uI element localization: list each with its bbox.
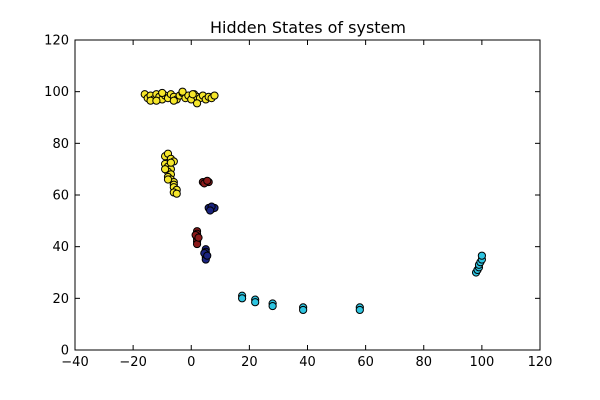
chart-title: Hidden States of system (210, 18, 406, 37)
data-point (238, 294, 247, 303)
data-point (477, 251, 486, 260)
y-tick-label: 60 (52, 189, 69, 204)
x-tick-label: −20 (119, 355, 146, 370)
y-tick-label: 80 (52, 137, 69, 152)
x-tick-label: 0 (187, 355, 195, 370)
data-point (158, 88, 167, 98)
y-tick-label: 40 (52, 240, 69, 255)
data-point (166, 158, 176, 167)
data-point (251, 298, 260, 307)
x-tick-label: 20 (241, 355, 258, 370)
x-tick-label: −40 (61, 355, 88, 370)
data-point (206, 206, 215, 215)
data-point (152, 96, 161, 105)
data-point (268, 301, 277, 311)
data-point (188, 90, 197, 99)
data-point (178, 87, 187, 96)
data-point (203, 176, 212, 185)
x-tick-label: 40 (299, 355, 316, 370)
data-point (299, 305, 308, 315)
data-point (210, 91, 219, 100)
data-point (160, 165, 170, 174)
data-point (172, 189, 181, 198)
y-tick-label: 120 (44, 34, 69, 49)
x-tick-label: 60 (357, 355, 374, 370)
axis-ticks: −40 −20 0 20 40 60 80 100 120 0 20 40 60 80 100 120 (44, 34, 552, 371)
data-point (169, 96, 178, 105)
y-tick-label: 0 (61, 344, 69, 359)
data-point (192, 99, 202, 108)
plot-area (74, 39, 541, 351)
data-point (194, 233, 203, 242)
data-point (355, 305, 364, 315)
data-point (203, 251, 212, 260)
data-points (140, 87, 486, 315)
x-tick-label: 120 (528, 355, 553, 370)
y-tick-label: 100 (44, 85, 69, 100)
x-tick-label: 100 (469, 355, 494, 370)
x-tick-label: 80 (415, 355, 432, 370)
y-tick-label: 20 (52, 292, 69, 307)
data-point (163, 175, 173, 184)
